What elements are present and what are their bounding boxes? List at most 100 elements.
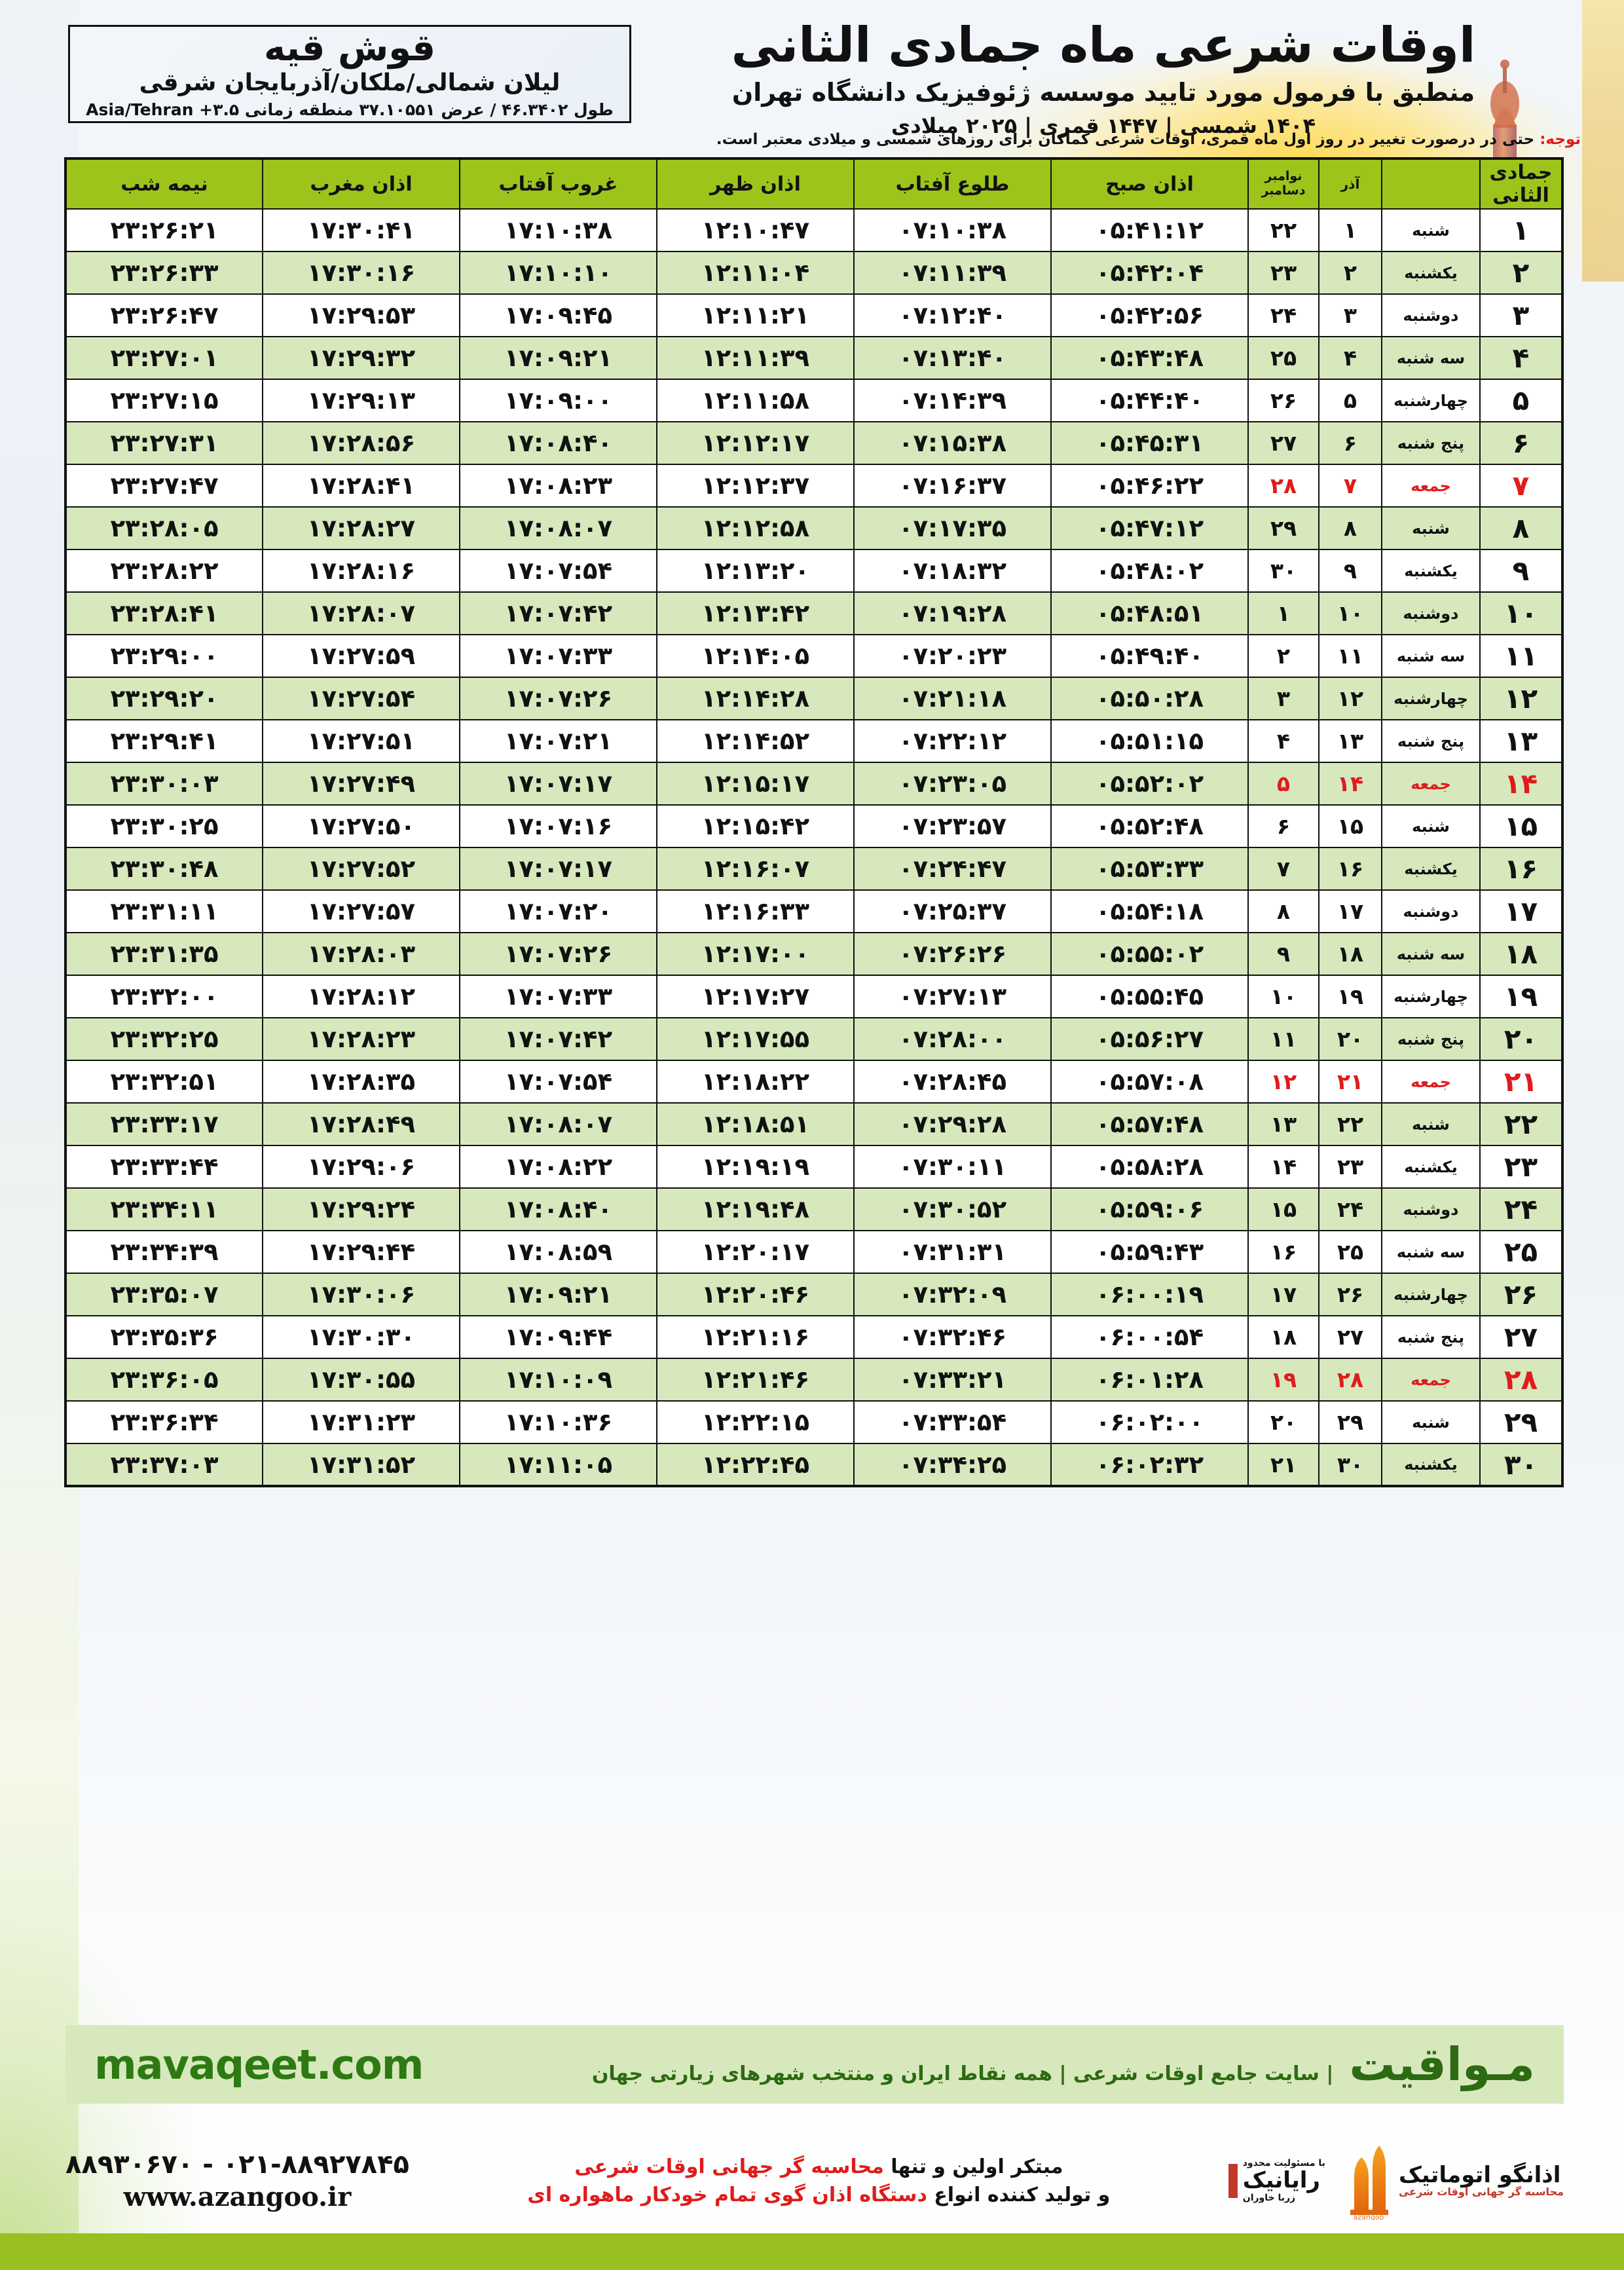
cell-weekday: شنبه bbox=[1381, 506, 1481, 550]
cell-weekday: یکشنبه bbox=[1381, 251, 1481, 295]
cell-solar-day: ۶ bbox=[1318, 421, 1382, 465]
logo-azangoo: اذانگو اتوماتیک محاسبه گر جهانی اوقات شر… bbox=[1344, 2142, 1564, 2220]
cell-hijri-day: ۷ bbox=[1479, 464, 1563, 508]
cell-dhuhr: ۱۲:۱۳:۲۰ bbox=[656, 549, 855, 593]
cell-solar-day: ۱۱ bbox=[1318, 634, 1382, 678]
cell-dhuhr: ۱۲:۱۷:۰۰ bbox=[656, 932, 855, 976]
cell-dhuhr: ۱۲:۱۶:۳۳ bbox=[656, 889, 855, 933]
calendar-year-line: ۱۴۰۴ شمسی | ۱۴۴۷ قمری | ۲۰۲۵ میلادی bbox=[891, 113, 1316, 138]
cell-dhuhr: ۱۲:۲۱:۱۶ bbox=[656, 1315, 855, 1359]
cell-dhuhr: ۱۲:۱۳:۴۲ bbox=[656, 591, 855, 635]
cell-fajr: ۰۵:۵۷:۴۸ bbox=[1050, 1102, 1249, 1146]
cell-gregorian-day: ۲۸ bbox=[1247, 464, 1320, 508]
cell-gregorian-day: ۲۵ bbox=[1247, 336, 1320, 380]
cell-dhuhr: ۱۲:۱۲:۵۸ bbox=[656, 506, 855, 550]
cell-maghrib: ۱۷:۲۹:۰۶ bbox=[262, 1145, 460, 1189]
cell-gregorian-day: ۲۲ bbox=[1247, 208, 1320, 252]
cell-weekday: جمعه bbox=[1381, 762, 1481, 806]
table-row: ۱۰ دوشنبه ۱۰ ۱ ۰۵:۴۸:۵۱ ۰۷:۱۹:۲۸ ۱۲:۱۳:۴۲ ۱۷:۰۷… bbox=[65, 591, 1563, 635]
cell-sunset: ۱۷:۰۷:۵۴ bbox=[459, 1060, 657, 1104]
cell-sunset: ۱۷:۱۰:۰۹ bbox=[459, 1358, 657, 1402]
cell-midnight: ۲۳:۲۹:۰۰ bbox=[65, 634, 263, 678]
cell-midnight: ۲۳:۲۷:۱۵ bbox=[65, 379, 263, 422]
cell-sunrise: ۰۷:۲۲:۱۲ bbox=[853, 719, 1052, 763]
cell-gregorian-day: ۱۴ bbox=[1247, 1145, 1320, 1189]
table-row: ۱ شنبه ۱ ۲۲ ۰۵:۴۱:۱۲ ۰۷:۱۰:۳۸ ۱۲:۱۰:۴۷ ۱۷:۱۰:۳۸… bbox=[65, 208, 1563, 252]
cell-weekday: جمعه bbox=[1381, 1358, 1481, 1402]
cell-hijri-day: ۱۴ bbox=[1479, 762, 1563, 806]
cell-solar-day: ۲۵ bbox=[1318, 1230, 1382, 1274]
page-title: اوقات شرعی ماه جمادی الثانی bbox=[731, 17, 1476, 73]
cell-fajr: ۰۵:۴۸:۰۲ bbox=[1050, 549, 1249, 593]
cell-gregorian-day: ۶ bbox=[1247, 804, 1320, 848]
table-row: ۱۲ چهارشنبه ۱۲ ۳ ۰۵:۵۰:۲۸ ۰۷:۲۱:۱۸ ۱۲:۱۴:۲۸ ۱۷:… bbox=[65, 677, 1563, 720]
cell-dhuhr: ۱۲:۱۷:۵۵ bbox=[656, 1017, 855, 1061]
cell-fajr: ۰۵:۵۷:۰۸ bbox=[1050, 1060, 1249, 1104]
cell-hijri-day: ۱۰ bbox=[1479, 591, 1563, 635]
cell-solar-day: ۹ bbox=[1318, 549, 1382, 593]
cell-fajr: ۰۵:۴۹:۴۰ bbox=[1050, 634, 1249, 678]
table-row: ۷ جمعه ۷ ۲۸ ۰۵:۴۶:۲۲ ۰۷:۱۶:۳۷ ۱۲:۱۲:۳۷ ۱۷:۰۸:۲۳… bbox=[65, 464, 1563, 508]
cell-sunrise: ۰۷:۳۰:۱۱ bbox=[853, 1145, 1052, 1189]
cell-weekday: پنج شنبه bbox=[1381, 719, 1481, 763]
cell-weekday: یکشنبه bbox=[1381, 549, 1481, 593]
minaret-icon: azangoo bbox=[1350, 2146, 1388, 2220]
cell-gregorian-day: ۱۸ bbox=[1247, 1315, 1320, 1359]
cell-hijri-day: ۹ bbox=[1479, 549, 1563, 593]
cell-solar-day: ۲۹ bbox=[1318, 1400, 1382, 1444]
cell-weekday: جمعه bbox=[1381, 464, 1481, 508]
cell-hijri-day: ۲۶ bbox=[1479, 1273, 1563, 1316]
cell-sunrise: ۰۷:۲۸:۴۵ bbox=[853, 1060, 1052, 1104]
col-header-sunset: غروب آفتاب bbox=[459, 158, 657, 210]
cell-midnight: ۲۳:۳۳:۴۴ bbox=[65, 1145, 263, 1189]
cell-weekday: پنج شنبه bbox=[1381, 421, 1481, 465]
cell-solar-day: ۱۲ bbox=[1318, 677, 1382, 720]
cell-sunset: ۱۷:۰۷:۴۲ bbox=[459, 591, 657, 635]
brand-website[interactable]: mavaqeet.com bbox=[94, 2040, 424, 2089]
cell-sunrise: ۰۷:۲۶:۲۶ bbox=[853, 932, 1052, 976]
cell-sunrise: ۰۷:۳۴:۲۵ bbox=[853, 1443, 1052, 1487]
cell-weekday: سه شنبه bbox=[1381, 634, 1481, 678]
cell-dhuhr: ۱۲:۲۰:۱۷ bbox=[656, 1230, 855, 1274]
table-body: ۱ شنبه ۱ ۲۲ ۰۵:۴۱:۱۲ ۰۷:۱۰:۳۸ ۱۲:۱۰:۴۷ ۱۷:۱۰:۳۸… bbox=[65, 208, 1563, 1487]
cell-solar-day: ۲ bbox=[1318, 251, 1382, 295]
cell-dhuhr: ۱۲:۱۵:۴۲ bbox=[656, 804, 855, 848]
table-row: ۲۲ شنبه ۲۲ ۱۳ ۰۵:۵۷:۴۸ ۰۷:۲۹:۲۸ ۱۲:۱۸:۵۱ ۱۷:۰۸:… bbox=[65, 1102, 1563, 1146]
cell-sunrise: ۰۷:۲۰:۲۳ bbox=[853, 634, 1052, 678]
table-row: ۶ پنج شنبه ۶ ۲۷ ۰۵:۴۵:۳۱ ۰۷:۱۵:۳۸ ۱۲:۱۲:۱۷ ۱۷:۰… bbox=[65, 421, 1563, 465]
table-row: ۳ دوشنبه ۳ ۲۴ ۰۵:۴۲:۵۶ ۰۷:۱۲:۴۰ ۱۲:۱۱:۲۱ ۱۷:۰۹:… bbox=[65, 293, 1563, 337]
cell-weekday: شنبه bbox=[1381, 1400, 1481, 1444]
cell-sunset: ۱۷:۰۷:۲۶ bbox=[459, 677, 657, 720]
cell-fajr: ۰۵:۵۵:۴۵ bbox=[1050, 975, 1249, 1018]
cell-solar-day: ۱۸ bbox=[1318, 932, 1382, 976]
cell-dhuhr: ۱۲:۱۴:۵۲ bbox=[656, 719, 855, 763]
cell-midnight: ۲۳:۲۹:۴۱ bbox=[65, 719, 263, 763]
table-row: ۸ شنبه ۸ ۲۹ ۰۵:۴۷:۱۲ ۰۷:۱۷:۳۵ ۱۲:۱۲:۵۸ ۱۷:۰۸:۰۷… bbox=[65, 506, 1563, 550]
cell-dhuhr: ۱۲:۱۴:۰۵ bbox=[656, 634, 855, 678]
slogan-line2-part1: و تولید کننده انواع bbox=[934, 2184, 1111, 2206]
brand-tagline: | سایت جامع اوقات شرعی | همه نقاط ایران … bbox=[591, 2062, 1334, 2085]
cell-sunrise: ۰۷:۱۷:۳۵ bbox=[853, 506, 1052, 550]
cell-sunset: ۱۷:۱۱:۰۵ bbox=[459, 1443, 657, 1487]
cell-solar-day: ۸ bbox=[1318, 506, 1382, 550]
cell-dhuhr: ۱۲:۱۲:۱۷ bbox=[656, 421, 855, 465]
cell-solar-day: ۲۷ bbox=[1318, 1315, 1382, 1359]
cell-solar-day: ۱۹ bbox=[1318, 975, 1382, 1018]
city-region: لیلان شمالی/ملکان/آذربایجان شرقی bbox=[139, 69, 561, 96]
cell-dhuhr: ۱۲:۱۸:۵۱ bbox=[656, 1102, 855, 1146]
cell-fajr: ۰۵:۴۸:۵۱ bbox=[1050, 591, 1249, 635]
cell-sunset: ۱۷:۰۸:۰۷ bbox=[459, 506, 657, 550]
cell-dhuhr: ۱۲:۱۱:۳۹ bbox=[656, 336, 855, 380]
logo-rayaneek-sub: زربا خاوران bbox=[1242, 2192, 1296, 2203]
logo-rayaneek: با مسئولیت محدود رایانیک زربا خاوران bbox=[1228, 2158, 1325, 2203]
cell-sunset: ۱۷:۰۷:۴۲ bbox=[459, 1017, 657, 1061]
cell-maghrib: ۱۷:۲۸:۱۶ bbox=[262, 549, 460, 593]
cell-maghrib: ۱۷:۳۰:۴۱ bbox=[262, 208, 460, 252]
cell-dhuhr: ۱۲:۲۲:۱۵ bbox=[656, 1400, 855, 1444]
cell-maghrib: ۱۷:۲۸:۲۳ bbox=[262, 1017, 460, 1061]
contact-website[interactable]: www.azangoo.ir bbox=[123, 2182, 352, 2212]
cell-midnight: ۲۳:۲۷:۳۱ bbox=[65, 421, 263, 465]
cell-fajr: ۰۵:۴۴:۴۰ bbox=[1050, 379, 1249, 422]
cell-fajr: ۰۶:۰۲:۰۰ bbox=[1050, 1400, 1249, 1444]
cell-gregorian-day: ۲۶ bbox=[1247, 379, 1320, 422]
